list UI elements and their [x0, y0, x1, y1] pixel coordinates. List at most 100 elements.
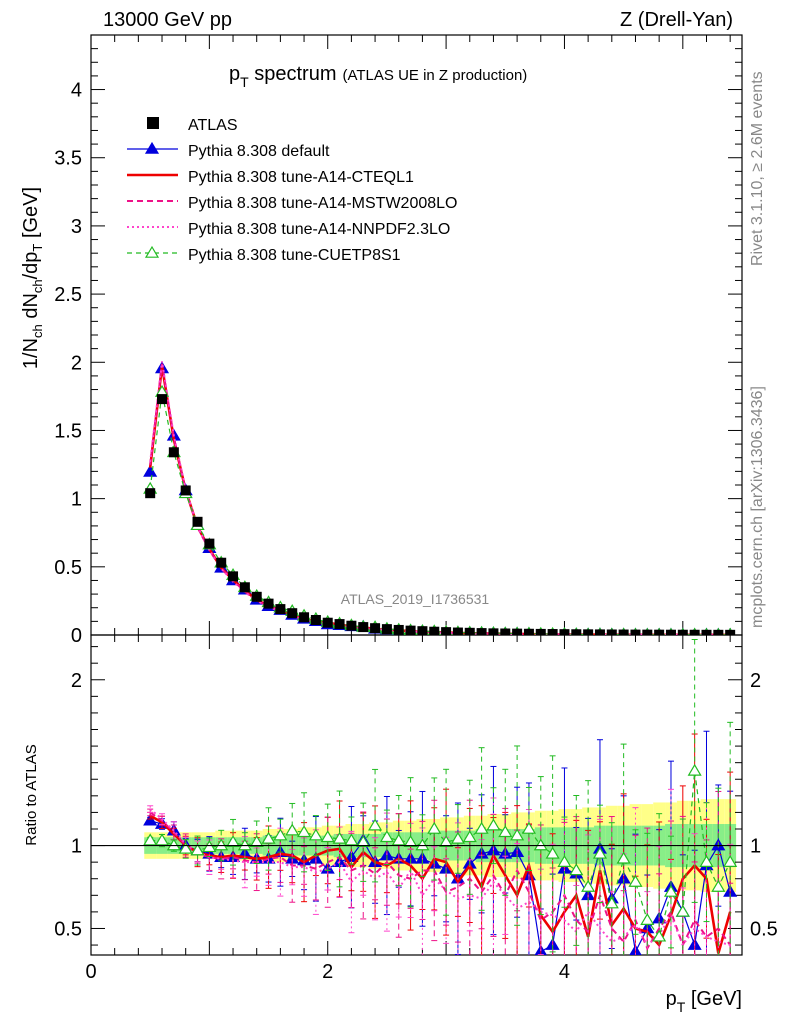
atlas-data-point	[512, 628, 523, 635]
series-marker-ratio	[190, 843, 205, 856]
atlas-data-point	[358, 622, 369, 633]
series-marker-ratio	[439, 835, 454, 848]
atlas-data-point	[547, 629, 558, 635]
series-marker-ratio	[214, 838, 229, 851]
series-marker-ratio	[521, 821, 536, 834]
atlas-data-point	[583, 629, 594, 635]
series-marker-ratio	[699, 854, 714, 867]
atlas-data-point	[725, 629, 736, 635]
series-marker-ratio	[616, 851, 631, 864]
series-marker-ratio	[249, 835, 264, 848]
atlas-data-point	[535, 628, 546, 635]
series-marker-ratio	[592, 846, 608, 859]
ratio-tick-label-right: 0.5	[750, 918, 778, 940]
series-marker-ratio	[569, 863, 584, 876]
legend: ATLAS Pythia 8.308 default Pythia 8.308 tu…	[127, 117, 457, 264]
atlas-data-point	[654, 629, 665, 635]
ratio-axis-title: Ratio to ATLAS	[23, 744, 40, 845]
series-marker-ratio	[143, 833, 158, 846]
atlas-data-point	[204, 538, 215, 549]
series-marker-ratio	[237, 838, 252, 851]
y-tick-label: 1.5	[54, 420, 82, 442]
atlas-data-point	[677, 629, 688, 635]
atlas-data-point	[476, 628, 487, 635]
series-marker-ratio	[663, 884, 679, 897]
atlas-data-point	[263, 598, 274, 609]
y-tick-label: 4	[71, 80, 82, 102]
atlas-data-point	[452, 627, 463, 635]
series-marker-ratio	[368, 818, 383, 831]
ratio-tick-label: 0.5	[54, 918, 82, 940]
series-marker-ratio	[308, 828, 323, 841]
y-tick-label: 1	[71, 489, 82, 511]
y-tick-label: 3.5	[54, 148, 82, 170]
series-line-main	[149, 361, 731, 635]
series-marker-ratio	[285, 823, 300, 836]
series-marker-ratio	[486, 818, 501, 831]
legend-label: Pythia 8.308 tune-CUETP8S1	[188, 247, 401, 264]
atlas-data-point	[559, 629, 570, 635]
legend-label: Pythia 8.308 tune-A14-CTEQL1	[188, 169, 414, 186]
series-marker-ratio	[178, 841, 193, 854]
atlas-data-point	[157, 394, 168, 405]
atlas-data-point	[334, 619, 345, 630]
series-marker-ratio	[379, 830, 394, 843]
series-marker-ratio	[545, 846, 560, 859]
series-marker-ratio	[427, 821, 442, 834]
atlas-data-point	[417, 626, 428, 635]
energy-label: 13000 GeV pp	[103, 9, 232, 31]
series-marker-ratio	[723, 854, 738, 867]
atlas-data-point	[701, 629, 712, 635]
analysis-label: ATLAS_2019_I1736531	[341, 591, 490, 607]
legend-marker	[144, 141, 160, 154]
atlas-data-point	[618, 629, 629, 635]
atlas-data-point	[287, 608, 298, 619]
series-marker-ratio	[687, 763, 702, 776]
ratio-frame	[90, 634, 743, 956]
x-axis-title: pT [GeV]	[666, 988, 742, 1015]
series-marker-ratio	[415, 838, 430, 851]
series-marker-ratio	[711, 879, 726, 892]
series-marker-ratio	[640, 912, 655, 925]
ratio-tick-label-right: 1	[750, 836, 761, 858]
atlas-data-point	[571, 629, 582, 635]
atlas-data-point	[642, 629, 653, 635]
x-tick-label: 4	[559, 961, 570, 983]
legend-label: ATLAS	[188, 117, 238, 134]
atlas-data-point	[393, 624, 404, 635]
series-marker-ratio	[332, 831, 347, 844]
atlas-data-point	[216, 557, 227, 568]
series-marker-ratio	[474, 821, 489, 834]
series-marker-ratio	[261, 831, 276, 844]
atlas-data-point	[228, 571, 239, 582]
series-marker-ratio	[462, 830, 477, 843]
series-marker-ratio	[652, 929, 667, 942]
ratio-tick-label: 1	[71, 836, 82, 858]
x-tick-label: 0	[85, 961, 96, 983]
atlas-data-point	[370, 623, 381, 634]
atlas-data-point	[346, 620, 357, 631]
atlas-data-point	[665, 629, 676, 635]
series-marker-ratio	[581, 879, 596, 892]
atlas-data-point	[594, 629, 605, 635]
atlas-data-point	[429, 626, 440, 635]
ratio-tick-label-right: 2	[750, 670, 761, 692]
x-tick-label: 2	[322, 961, 333, 983]
legend-marker-atlas	[147, 117, 159, 129]
atlas-data-point	[500, 628, 511, 635]
atlas-data-point	[689, 629, 700, 635]
series-marker-ratio	[450, 831, 465, 844]
series-line-ratio	[149, 814, 732, 954]
atlas-data-point	[322, 617, 333, 628]
y-tick-label: 0	[71, 625, 82, 647]
series-marker-ratio	[604, 896, 619, 909]
series-marker-ratio	[391, 833, 406, 846]
atlas-data-point	[606, 629, 617, 635]
series-marker-ratio	[344, 833, 359, 846]
series-marker-ratio	[533, 838, 548, 851]
mcplots-label: mcplots.cern.ch [arXiv:1306.3436]	[749, 386, 766, 628]
atlas-data-point	[299, 612, 310, 623]
atlas-data-point	[405, 625, 416, 635]
series-marker-ratio	[297, 825, 312, 838]
